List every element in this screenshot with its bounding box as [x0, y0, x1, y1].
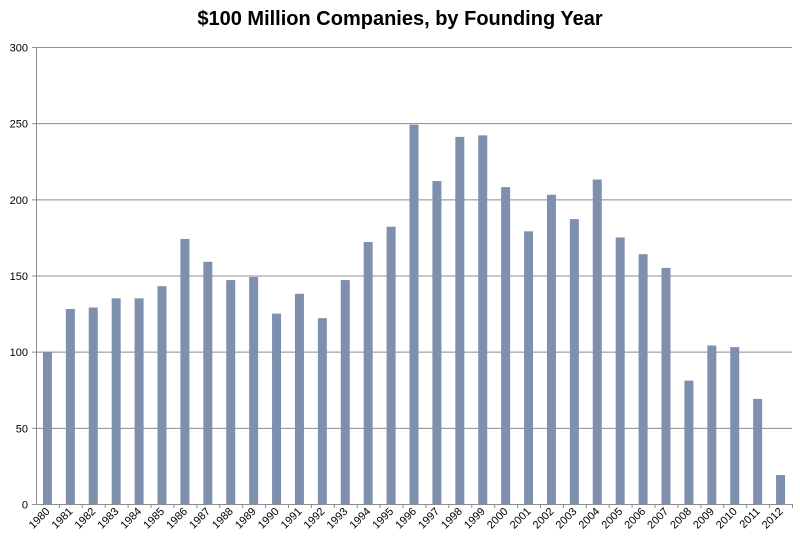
y-tick-label: 100: [10, 347, 28, 359]
bar-1996: [409, 124, 419, 504]
bar-1988: [226, 280, 236, 504]
x-tick-label: 1981: [50, 506, 76, 532]
bar-2006: [638, 254, 648, 504]
x-tick-label: 2004: [577, 506, 603, 532]
bar-2009: [707, 345, 717, 504]
x-tick-label: 2012: [760, 506, 786, 532]
bar-1991: [294, 293, 304, 504]
x-tick-label: 1983: [96, 506, 122, 532]
bar-1980: [42, 351, 52, 504]
bar-1986: [180, 238, 190, 504]
x-tick-labels: 1980198119821983198419851986198719881989…: [27, 506, 786, 532]
x-tick-label: 1999: [462, 506, 488, 532]
y-tick-labels: 0 50 100 150 200 250 300: [10, 43, 28, 512]
bars: [42, 124, 786, 505]
bar-2012: [776, 475, 786, 504]
bar-1993: [340, 280, 350, 504]
x-tick-label: 2008: [668, 506, 694, 532]
x-tick-label: 1987: [187, 506, 213, 532]
x-tick-label: 1980: [27, 506, 53, 532]
bar-1989: [249, 277, 259, 504]
x-tick-label: 2011: [738, 506, 763, 531]
y-tick-label: 50: [16, 423, 28, 435]
bar-2003: [569, 219, 579, 505]
bar-1987: [203, 261, 213, 504]
bar-2004: [592, 179, 602, 504]
bar-2008: [684, 380, 694, 504]
x-tick-label: 2000: [485, 506, 511, 532]
bar-1983: [111, 298, 121, 504]
bar-2007: [661, 267, 671, 504]
x-tick-label: 1990: [256, 506, 282, 532]
x-tick-label: 1992: [302, 506, 328, 532]
y-tick-label: 0: [22, 500, 28, 512]
bar-1995: [386, 226, 396, 504]
x-tick-label: 1995: [370, 506, 396, 532]
bar-1998: [455, 136, 465, 505]
bar-2011: [753, 398, 763, 504]
bar-1997: [432, 181, 442, 504]
x-tick-label: 1998: [439, 506, 465, 532]
bar-2010: [730, 347, 740, 504]
y-tick-label: 200: [10, 195, 28, 207]
bar-1990: [272, 313, 282, 504]
x-tick-label: 1984: [118, 506, 144, 532]
chart-title: $100 Million Companies, by Founding Year: [197, 8, 603, 30]
bar-1984: [134, 298, 144, 504]
x-tick-label: 2001: [508, 506, 534, 532]
y-tick-label: 250: [10, 119, 28, 131]
x-tick-label: 1989: [233, 506, 259, 532]
x-tick-label: 1985: [141, 506, 167, 532]
bar-2001: [524, 231, 534, 504]
x-tick-label: 1997: [416, 506, 442, 532]
x-tick-label: 1988: [210, 506, 236, 532]
x-tick-label: 2003: [554, 506, 580, 532]
x-tick-label: 1991: [279, 506, 305, 532]
bar-1982: [88, 307, 98, 504]
x-tick-label: 1996: [393, 506, 419, 532]
x-tick-label: 2002: [531, 506, 557, 532]
bar-1985: [157, 286, 167, 504]
bar-2000: [501, 187, 511, 504]
x-tick-label: 2009: [691, 506, 717, 532]
x-tick-label: 2005: [600, 506, 626, 532]
y-tick-label: 150: [10, 271, 28, 283]
bar-2002: [546, 194, 556, 504]
x-tick-label: 1986: [164, 506, 190, 532]
bar-1999: [478, 135, 488, 504]
y-tick-label: 300: [10, 43, 28, 55]
x-tick-label: 1994: [348, 506, 374, 532]
bar-2005: [615, 237, 625, 504]
x-tick-label: 2007: [645, 506, 671, 532]
bar-1992: [317, 318, 327, 504]
x-tick-label: 2006: [622, 506, 648, 532]
bar-1994: [363, 241, 373, 504]
x-tick-label: 1993: [325, 506, 351, 532]
bar-1981: [65, 309, 75, 504]
x-tick-label: 2010: [714, 506, 740, 532]
x-tick-label: 1982: [73, 506, 99, 532]
axes: [32, 47, 793, 508]
